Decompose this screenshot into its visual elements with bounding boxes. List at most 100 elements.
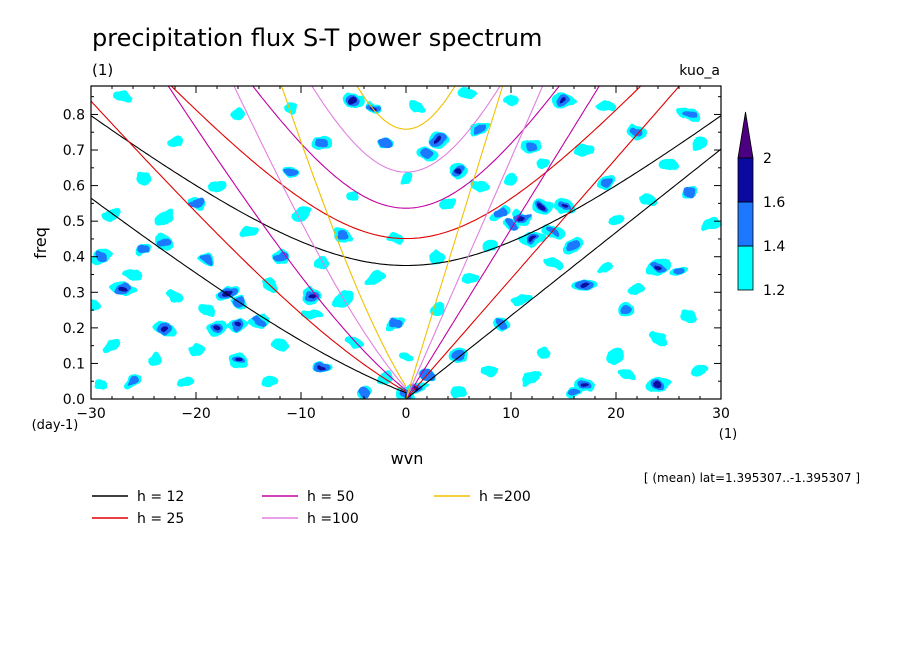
spectral-peak bbox=[208, 178, 226, 193]
y-tick-label: 0.5 bbox=[63, 214, 85, 230]
spectral-peak bbox=[469, 178, 490, 193]
spectral-peak bbox=[136, 171, 151, 186]
spectral-peak bbox=[534, 158, 551, 171]
spectral-peak bbox=[494, 209, 507, 219]
mean-lat-annotation: [ (mean) lat=1.395307..-1.395307 ] bbox=[644, 471, 860, 485]
spectral-peak bbox=[606, 349, 626, 364]
spectral-peak bbox=[560, 97, 567, 103]
experiment-label: kuo_a bbox=[679, 63, 720, 79]
legend: h = 12 h = 25 h = 50 h =100 h =200 bbox=[92, 489, 531, 527]
spectral-peak bbox=[166, 289, 184, 303]
spectral-peak bbox=[234, 321, 242, 327]
spectral-peak bbox=[377, 137, 393, 149]
y-tick-label: 0.6 bbox=[63, 179, 85, 195]
spectral-peak bbox=[654, 265, 662, 270]
kelvin-curve bbox=[405, 86, 544, 399]
mixed-rossby-gravity-curve bbox=[233, 86, 407, 389]
legend-label: h =200 bbox=[479, 489, 531, 505]
inertia-gravity-curve bbox=[311, 86, 501, 173]
spectral-peak bbox=[682, 187, 697, 199]
spectral-peak bbox=[482, 365, 498, 376]
spectral-peak bbox=[337, 230, 349, 241]
spectral-peak bbox=[481, 239, 499, 253]
chart-title: precipitation flux S-T power spectrum bbox=[92, 24, 542, 52]
spectral-peak bbox=[503, 172, 519, 185]
spectral-peak bbox=[459, 87, 479, 100]
spectral-peak bbox=[568, 388, 580, 396]
spectral-peak bbox=[543, 257, 563, 270]
colorbar-swatch bbox=[737, 245, 754, 291]
spectral-peak bbox=[197, 304, 216, 317]
x-axis-label: wvn bbox=[391, 449, 424, 468]
spectral-peak bbox=[428, 303, 447, 318]
spectral-peak bbox=[682, 110, 697, 119]
inertia-gravity-curve bbox=[252, 86, 560, 209]
spectral-peak bbox=[230, 297, 246, 309]
kelvin-curve bbox=[405, 86, 600, 399]
spectral-peak bbox=[188, 342, 204, 356]
spectral-peak bbox=[160, 325, 169, 331]
axis-ticks: −30 −20 −10 0 10 20 30 0.0 0.1 0.2 0.3 0.4 0.5 0.6 0.7… bbox=[63, 86, 730, 422]
spectral-peak bbox=[522, 370, 542, 386]
spectral-peak bbox=[389, 319, 402, 330]
spectral-peak bbox=[357, 387, 371, 397]
spectral-peak bbox=[386, 234, 405, 244]
spectral-peak bbox=[681, 311, 698, 324]
chart-subtitle: (1) bbox=[92, 61, 113, 79]
spectral-peak bbox=[429, 250, 446, 263]
kelvin-curve bbox=[405, 86, 681, 399]
legend-label: h = 50 bbox=[307, 489, 354, 505]
x-tick-label: 0 bbox=[402, 406, 411, 422]
spectral-peak bbox=[600, 177, 611, 187]
spectral-peak bbox=[567, 241, 581, 251]
legend-label: h =100 bbox=[307, 511, 359, 527]
spectral-peak bbox=[272, 252, 288, 261]
spectral-peak bbox=[123, 269, 143, 280]
spectral-peak bbox=[398, 172, 414, 185]
dispersion-curves bbox=[91, 86, 721, 399]
spectral-peak bbox=[472, 124, 487, 134]
spectral-peak bbox=[127, 376, 139, 387]
colorbar-label: 1.2 bbox=[763, 283, 785, 299]
spectral-peak bbox=[502, 95, 520, 106]
spectral-peak bbox=[538, 203, 547, 210]
spectral-peak bbox=[621, 305, 632, 315]
spectral-peak bbox=[346, 190, 361, 202]
x-axis-unit: (1) bbox=[719, 427, 737, 442]
spectral-peak bbox=[364, 271, 385, 285]
spectral-peak bbox=[301, 308, 322, 319]
y-tick-label: 0.7 bbox=[63, 143, 85, 159]
x-tick-label: 10 bbox=[502, 406, 520, 422]
legend-label: h = 12 bbox=[137, 489, 184, 505]
spectral-peak bbox=[559, 204, 568, 210]
spectral-peak bbox=[119, 286, 126, 292]
spectral-peak bbox=[535, 346, 550, 360]
spectral-peak bbox=[433, 136, 442, 143]
kelvin-curve bbox=[405, 148, 721, 399]
y-tick-label: 0.2 bbox=[63, 321, 85, 337]
spectral-peak bbox=[628, 283, 646, 294]
y-tick-label: 0.1 bbox=[63, 356, 85, 372]
kelvin-curve bbox=[405, 86, 504, 399]
spectral-peak bbox=[113, 90, 132, 103]
y-tick-label: 0.0 bbox=[63, 392, 85, 408]
colorbar-label: 1.6 bbox=[763, 195, 785, 211]
spectral-peak bbox=[234, 357, 242, 363]
spectral-peak bbox=[649, 331, 667, 346]
spectral-peak bbox=[318, 364, 326, 370]
spectral-peak bbox=[421, 148, 433, 159]
x-tick-label: −10 bbox=[286, 406, 316, 422]
colorbar-label: 1.4 bbox=[763, 239, 785, 255]
spectral-peak bbox=[398, 351, 414, 362]
spectral-peak bbox=[292, 207, 310, 221]
spectral-peak bbox=[283, 166, 298, 177]
spectral-peak bbox=[581, 282, 588, 288]
spectral-peak bbox=[581, 382, 588, 388]
colorbar-swatch bbox=[737, 157, 754, 203]
spectral-peak bbox=[230, 107, 246, 122]
colorbar-extend-max bbox=[737, 111, 754, 159]
spectral-peak bbox=[146, 353, 162, 367]
spectral-peak bbox=[638, 193, 657, 206]
spectral-peak bbox=[546, 227, 560, 237]
